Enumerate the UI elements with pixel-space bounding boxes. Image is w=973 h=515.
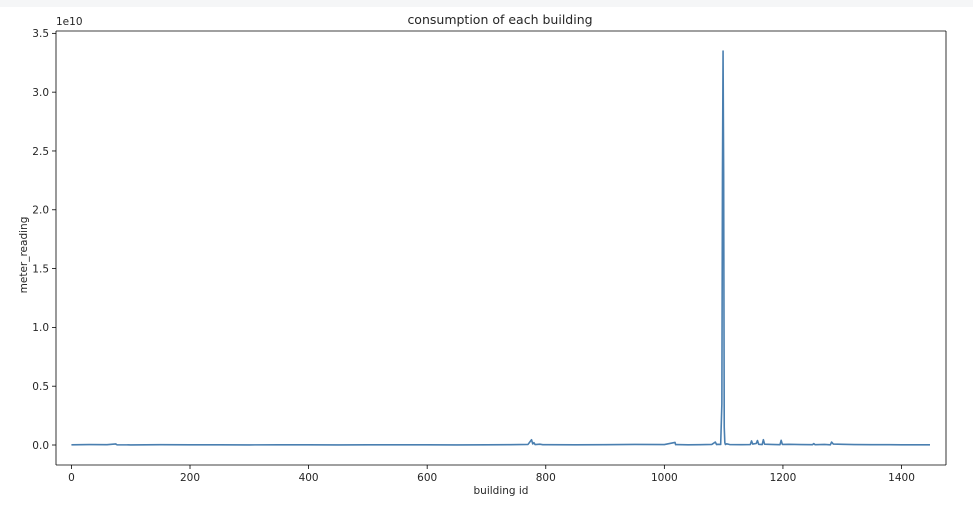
series-layer: [71, 50, 930, 446]
x-tick-label: 600: [417, 472, 437, 484]
y-tick-label: 1.0: [32, 322, 49, 334]
chart-title: consumption of each building: [407, 12, 592, 27]
y-tick-label: 0.0: [32, 440, 49, 452]
plot-area: [55, 30, 947, 466]
x-tick-label: 800: [536, 472, 556, 484]
y-tick-label: 2.5: [32, 146, 49, 158]
y-axis-offset-label: 1e10: [56, 16, 83, 28]
x-tick-label: 1000: [651, 472, 678, 484]
x-tick-label: 0: [68, 472, 75, 484]
y-axis-label: meter_reading: [18, 217, 30, 294]
y-tick-label: 3.0: [32, 87, 49, 99]
y-tick-label: 2.0: [32, 205, 49, 217]
y-tick-label: 1.5: [32, 263, 49, 275]
x-tick-label: 400: [299, 472, 319, 484]
top-strip: [0, 0, 973, 7]
x-tick-label: 200: [180, 472, 200, 484]
x-tick-label: 1400: [888, 472, 915, 484]
x-tick-label: 1200: [770, 472, 797, 484]
y-tick-label: 0.5: [32, 381, 49, 393]
series-line-0: [71, 50, 930, 446]
y-axis: 0.0 0.5 1.0 1.5 2.0 2.5 3.0 3.5: [32, 28, 56, 452]
plot-background: [56, 31, 946, 465]
x-axis: 0 200 400 600 800 1000 1200 1400: [68, 465, 915, 484]
x-axis-label: building id: [474, 485, 529, 497]
y-tick-label: 3.5: [32, 28, 49, 40]
